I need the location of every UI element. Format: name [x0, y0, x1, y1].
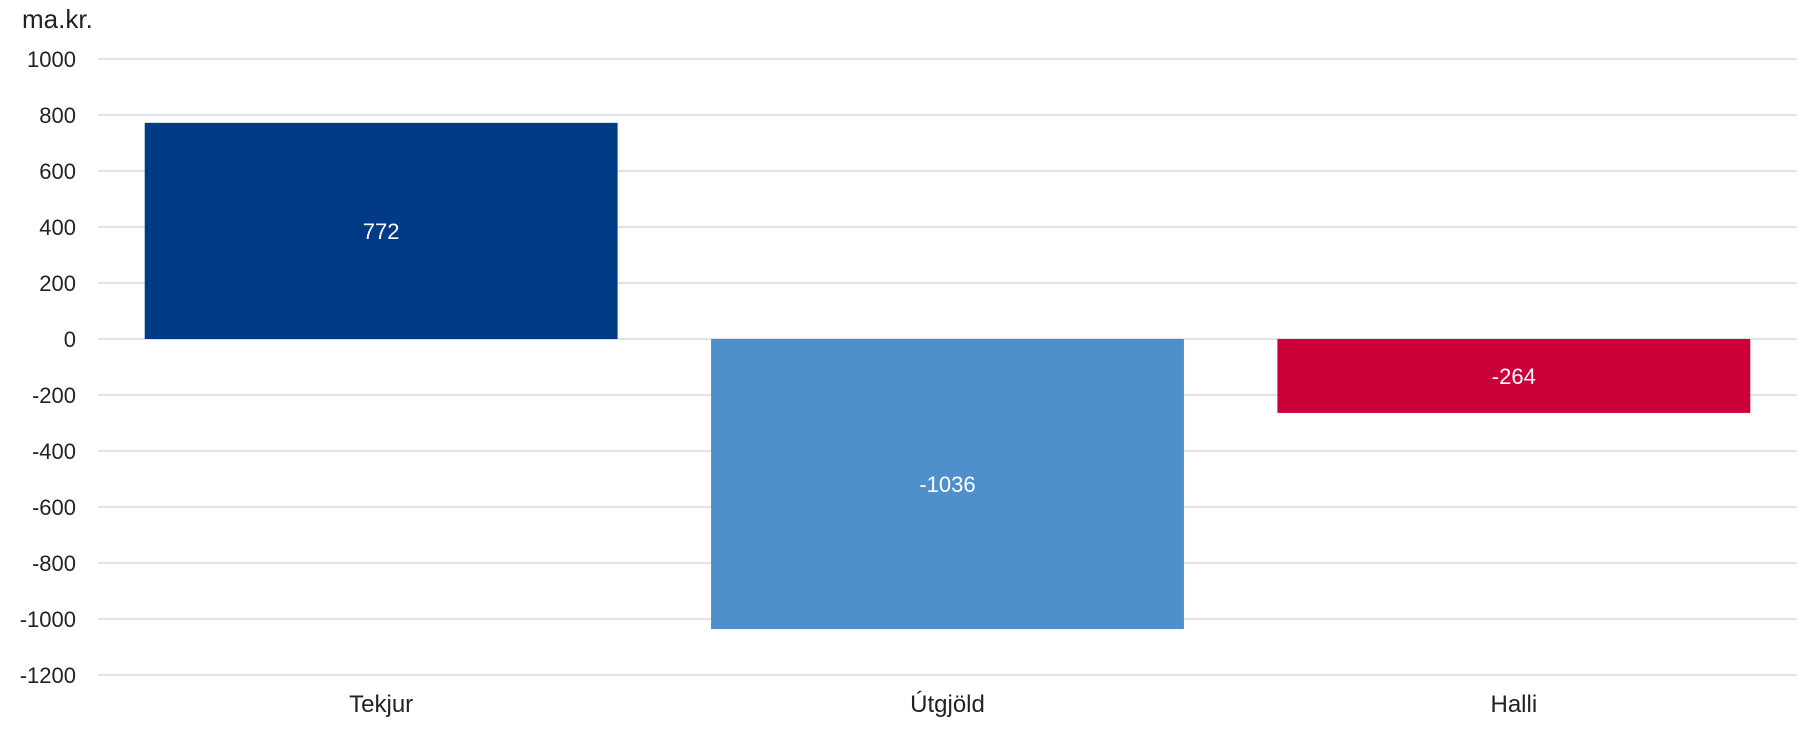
bar-value-label: 772: [363, 219, 400, 244]
y-tick-label: 400: [39, 215, 76, 240]
y-tick-label: -1000: [20, 607, 76, 632]
y-tick-label: 200: [39, 271, 76, 296]
y-tick-label: 1000: [27, 47, 76, 72]
x-category-label: Tekjur: [349, 691, 413, 718]
bar-halli: [1277, 339, 1751, 413]
bars: [144, 122, 1751, 630]
y-tick-label: -400: [32, 439, 76, 464]
bar-value-label: -1036: [919, 472, 975, 497]
x-category-label: Halli: [1490, 691, 1537, 718]
y-unit-label: ma.kr.: [22, 4, 93, 34]
y-tick-label: -600: [32, 495, 76, 520]
y-tick-label: 0: [64, 327, 76, 352]
bar-utgjold: [711, 339, 1184, 630]
bar-data-labels: 772 -1036 -264: [363, 219, 1536, 497]
x-axis-ticks: Tekjur Útgjöld Halli: [349, 691, 1537, 718]
y-tick-label: 600: [39, 159, 76, 184]
y-axis-ticks: 1000 800 600 400 200 0 -200 -400 -600 -800 -1000 -1…: [20, 47, 76, 688]
y-tick-label: -200: [32, 383, 76, 408]
y-tick-label: 800: [39, 103, 76, 128]
y-tick-label: -800: [32, 551, 76, 576]
x-category-label: Útgjöld: [910, 691, 985, 718]
bar-tekjur: [144, 122, 618, 339]
bar-value-label: -264: [1492, 364, 1536, 389]
y-tick-label: -1200: [20, 663, 76, 688]
